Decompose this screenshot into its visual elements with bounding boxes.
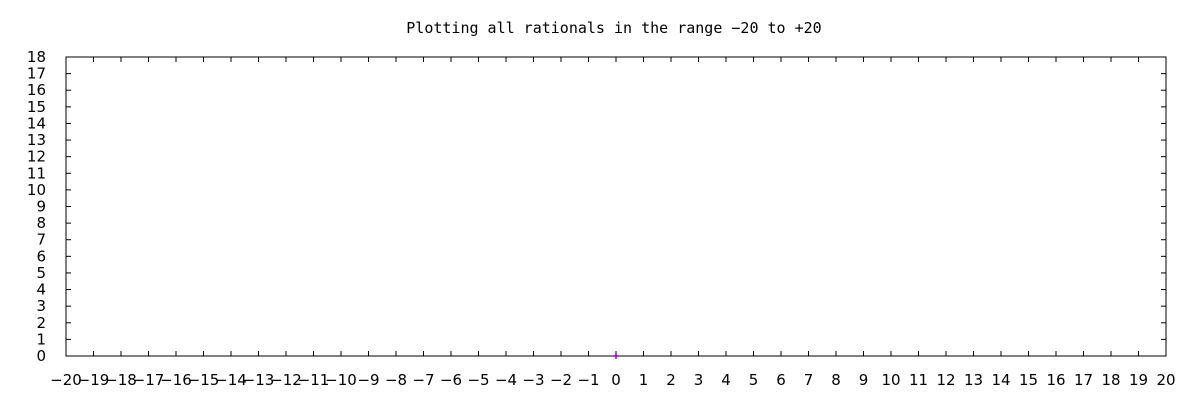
x-tick-label: 4: [721, 371, 731, 389]
y-tick-label: 14: [27, 114, 46, 132]
x-tick-label: −19: [78, 371, 110, 389]
y-tick-label: 8: [36, 214, 46, 232]
y-tick-label: 1: [36, 330, 46, 348]
x-tick-label: −15: [188, 371, 220, 389]
x-tick-label: 13: [964, 371, 983, 389]
y-tick-label: 10: [27, 181, 46, 199]
x-tick-label: 7: [804, 371, 814, 389]
x-tick-label: −20: [50, 371, 82, 389]
y-tick-label: 0: [36, 347, 46, 365]
x-tick-label: −3: [522, 371, 544, 389]
x-tick-label: 19: [1129, 371, 1148, 389]
data-points: [613, 353, 619, 359]
y-tick-label: 9: [36, 198, 46, 216]
x-tick-label: −18: [105, 371, 137, 389]
x-tick-label: −4: [495, 371, 517, 389]
y-tick-label: 5: [36, 264, 46, 282]
x-tick-label: −12: [270, 371, 302, 389]
x-tick-label: −2: [550, 371, 572, 389]
x-tick-label: 15: [1019, 371, 1038, 389]
y-tick-label: 18: [27, 48, 46, 66]
data-point: [613, 353, 619, 359]
y-tick-label: 11: [27, 164, 46, 182]
x-tick-label: −17: [133, 371, 165, 389]
x-tick-label: 16: [1046, 371, 1065, 389]
x-tick-label: −10: [325, 371, 357, 389]
x-tick-label: 5: [749, 371, 759, 389]
plot-axes: −20−19−18−17−16−15−14−13−12−11−10 −9 −8 −7−…: [27, 48, 1176, 389]
x-tick-label: 18: [1101, 371, 1120, 389]
x-tick-label: 2: [666, 371, 676, 389]
x-tick-label: 17: [1074, 371, 1093, 389]
x-tick-label: 1: [639, 371, 649, 389]
x-tick-label: −6: [440, 371, 462, 389]
y-tick-label: 17: [27, 65, 46, 83]
x-tick-label: −13: [243, 371, 275, 389]
x-tick-label: 14: [991, 371, 1010, 389]
y-tick-label: 3: [36, 297, 46, 315]
y-tick-label: 4: [36, 281, 46, 299]
x-tick-label: −9: [357, 371, 379, 389]
x-tick-label: −11: [298, 371, 330, 389]
x-tick-label: −8: [385, 371, 407, 389]
x-tick-label: 8: [831, 371, 841, 389]
x-tick-label: −5: [467, 371, 489, 389]
x-tick-label: 0: [611, 371, 621, 389]
y-tick-label: 6: [36, 247, 46, 265]
plot-frame: [65, 56, 1167, 357]
y-tick-label: 13: [27, 131, 46, 149]
x-tick-label: −14: [215, 371, 247, 389]
x-tick-label: 3: [694, 371, 704, 389]
x-tick-label: −1: [577, 371, 599, 389]
x-tick-label: 9: [859, 371, 869, 389]
y-tick-label: 2: [36, 314, 46, 332]
x-tick-label: 12: [936, 371, 955, 389]
y-tick-label: 15: [27, 98, 46, 116]
x-tick-label: 11: [909, 371, 928, 389]
x-tick-label: 6: [776, 371, 786, 389]
y-tick-label: 12: [27, 148, 46, 166]
y-tick-label: 7: [36, 231, 46, 249]
chart-title: Plotting all rationals in the range −20 …: [406, 19, 821, 37]
y-tick-label: 16: [27, 81, 46, 99]
x-tick-label: 20: [1156, 371, 1175, 389]
x-tick-label: −7: [412, 371, 434, 389]
x-tick-label: −16: [160, 371, 192, 389]
x-tick-label: 10: [881, 371, 900, 389]
